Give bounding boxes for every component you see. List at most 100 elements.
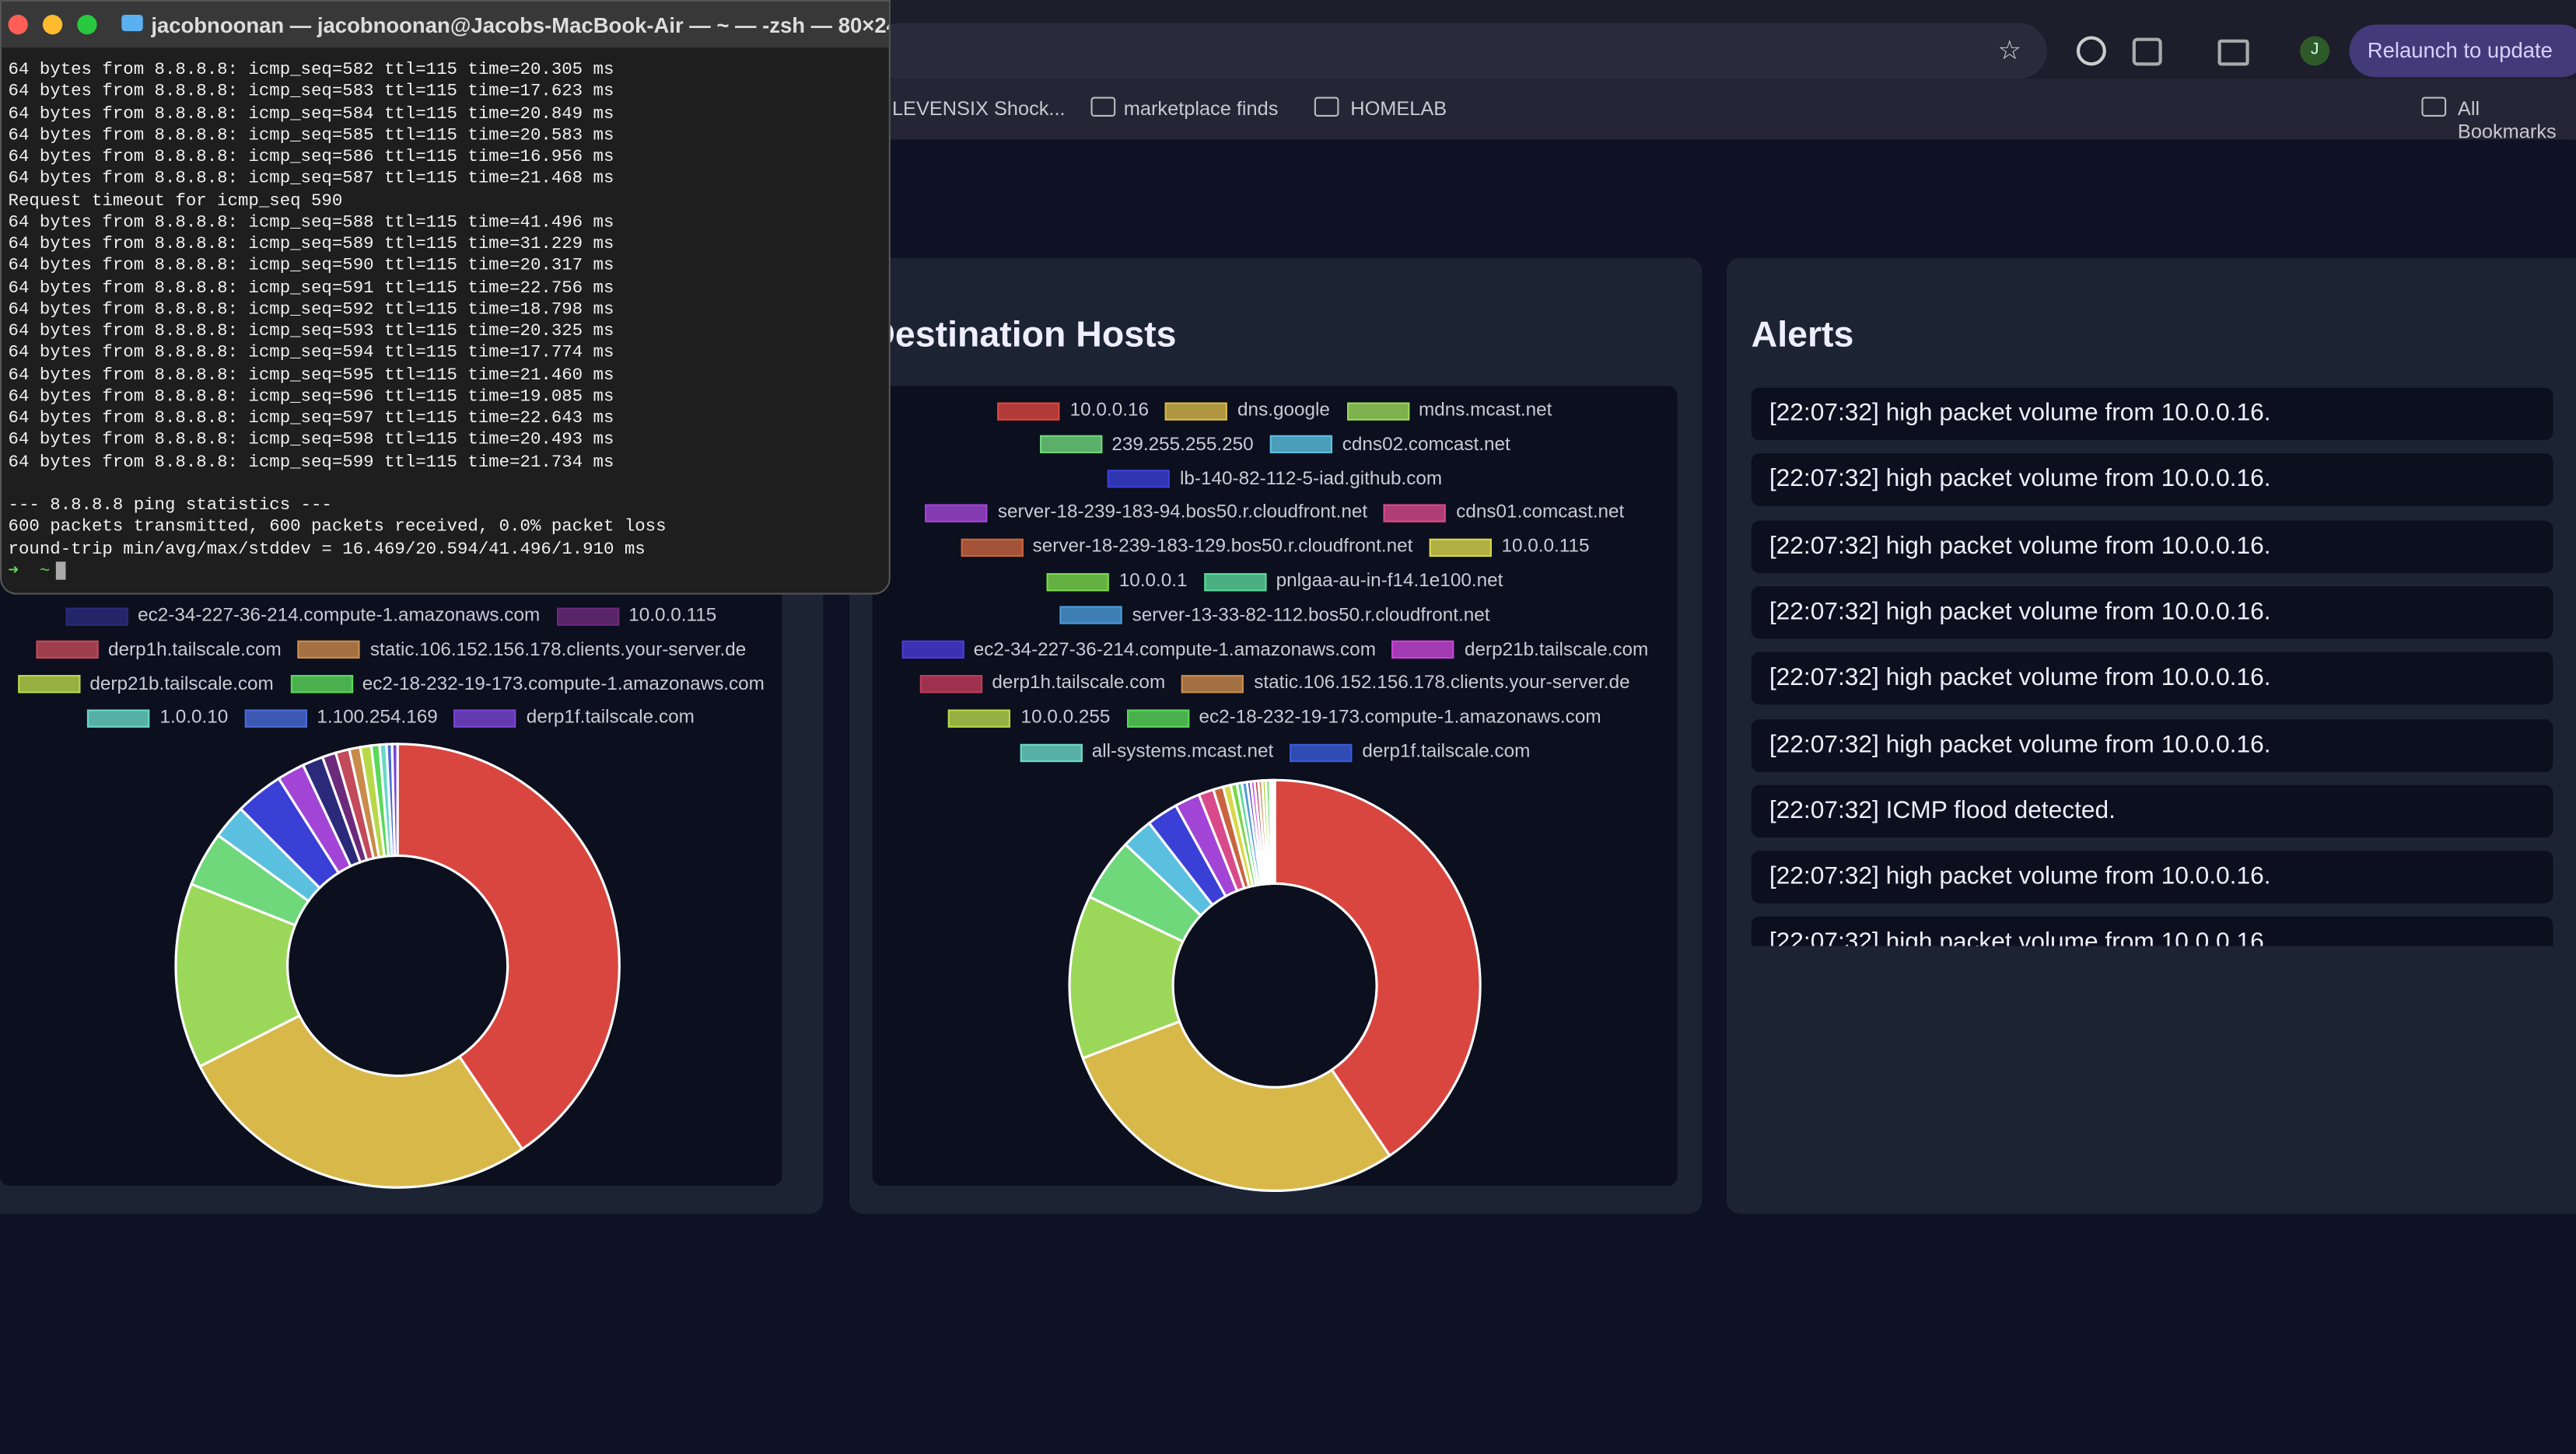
address-bar[interactable] xyxy=(870,23,2047,79)
folder-icon xyxy=(1090,96,1116,117)
terminal-line: 64 bytes from 8.8.8.8: icmp_seq=586 ttl=… xyxy=(8,148,614,168)
cursor xyxy=(56,561,67,580)
legend-swatch xyxy=(901,640,964,659)
terminal-line: 64 bytes from 8.8.8.8: icmp_seq=583 ttl=… xyxy=(8,82,614,103)
zoom-button[interactable] xyxy=(77,15,97,35)
terminal-window: jacobnoonan — jacobnoonan@Jacobs-MacBook… xyxy=(0,0,891,595)
alert-item: [22:07:32] high packet volume from 10.0.… xyxy=(1751,585,2553,639)
legend-item: derp1h.tailscale.com xyxy=(919,674,1165,694)
legend-item: server-18-239-183-94.bos50.r.cloudfront.… xyxy=(925,503,1367,523)
legend-swatch xyxy=(1039,435,1102,454)
terminal-line: 64 bytes from 8.8.8.8: icmp_seq=590 ttl=… xyxy=(8,257,614,277)
legend-swatch xyxy=(65,606,128,625)
legend-row: 10.0.0.16 dns.google mdns.mcast.net xyxy=(873,399,1678,422)
legend-label: 10.0.0.115 xyxy=(628,606,717,626)
legend-item: server-13-33-82-112.bos50.r.cloudfront.n… xyxy=(1059,605,1490,626)
alert-item: [22:07:32] high packet volume from 10.0.… xyxy=(1751,453,2553,507)
legend-label: 239.255.255.250 xyxy=(1111,435,1254,455)
legend-swatch xyxy=(1181,674,1244,694)
star-icon[interactable]: ☆ xyxy=(1997,37,2021,66)
legend-swatch xyxy=(297,641,361,659)
legend-label: ec2-18-232-19-173.compute-1.amazonaws.co… xyxy=(362,674,765,694)
legend-swatch xyxy=(1429,538,1492,557)
legend-swatch xyxy=(1384,504,1447,523)
legend-swatch xyxy=(1019,743,1083,762)
legend-item: ec2-34-227-36-214.compute-1.amazonaws.co… xyxy=(65,606,541,626)
legend-swatch xyxy=(919,674,982,694)
legend-row: all-systems.mcast.net derp1f.tailscale.co… xyxy=(873,741,1678,764)
legend-label: 1.100.254.169 xyxy=(317,708,438,729)
legend-swatch xyxy=(1165,401,1228,420)
legend-swatch xyxy=(997,401,1060,420)
legend-row: 1.0.0.10 1.100.254.169 derp1f.tailscale.co… xyxy=(0,707,782,730)
bookmark[interactable]: LEVENSIX Shock... xyxy=(891,96,1066,121)
folder-icon xyxy=(1314,96,1339,117)
terminal-line: 64 bytes from 8.8.8.8: icmp_seq=596 ttl=… xyxy=(8,386,614,407)
legend-item: lb-140-82-112-5-iad.github.com xyxy=(1108,469,1442,489)
avatar[interactable]: J xyxy=(2300,36,2330,66)
donut-slice xyxy=(198,1014,524,1189)
legend-item: derp21b.tailscale.com xyxy=(17,674,274,694)
legend-row: server-18-239-183-94.bos50.r.cloudfront.… xyxy=(873,502,1678,525)
bookmark[interactable]: marketplace finds xyxy=(1123,96,1279,121)
terminal-output: 64 bytes from 8.8.8.8: icmp_seq=582 ttl=… xyxy=(9,61,667,583)
panel: Alerts [22:07:32] high packet volume fro… xyxy=(1726,257,2576,1214)
legend-swatch xyxy=(1059,606,1122,625)
terminal-line: 64 bytes from 8.8.8.8: icmp_seq=584 ttl=… xyxy=(8,104,614,124)
legend-item: all-systems.mcast.net xyxy=(1019,743,1273,762)
legend-label: static.106.152.156.178.clients.your-serv… xyxy=(1254,673,1630,694)
legend-label: server-13-33-82-112.bos50.r.cloudfront.n… xyxy=(1132,605,1490,626)
legend-row: 10.0.0.1 pnlgaa-au-in-f14.1e100.net xyxy=(873,570,1678,593)
donut-slice xyxy=(1081,1019,1391,1192)
panel-title: Alerts xyxy=(1751,313,1854,355)
terminal-line: 64 bytes from 8.8.8.8: icmp_seq=593 ttl=… xyxy=(8,321,614,342)
terminal-line: 64 bytes from 8.8.8.8: icmp_seq=587 ttl=… xyxy=(8,170,614,190)
legend-swatch xyxy=(289,675,353,694)
legend-item: static.106.152.156.178.clients.your-serv… xyxy=(1181,673,1630,694)
legend-row: 239.255.255.250 cdns02.comcast.net xyxy=(873,433,1678,456)
legend-item: 1.100.254.169 xyxy=(244,708,438,729)
legend-row: derp1h.tailscale.com static.106.152.156.1… xyxy=(0,638,782,662)
legend-swatch xyxy=(960,538,1023,557)
legend-label: derp1f.tailscale.com xyxy=(526,708,695,729)
terminal-line: 64 bytes from 8.8.8.8: icmp_seq=588 ttl=… xyxy=(8,213,614,233)
legend-item: pnlgaa-au-in-f14.1e100.net xyxy=(1203,571,1503,591)
legend-row: derp21b.tailscale.com ec2-18-232-19-173.c… xyxy=(0,673,782,696)
tab-search-icon[interactable] xyxy=(2217,39,2249,66)
legend-label: derp1h.tailscale.com xyxy=(992,673,1166,694)
panel-title: Destination Hosts xyxy=(869,313,1177,355)
folder-icon xyxy=(2421,96,2447,117)
legend-item: 10.0.0.115 xyxy=(1429,537,1590,557)
legend-item: cdns02.comcast.net xyxy=(1269,435,1510,455)
legend-swatch xyxy=(1269,435,1333,454)
folder-icon xyxy=(121,15,143,32)
legend-label: derp1f.tailscale.com xyxy=(1362,742,1531,763)
legend-item: 10.0.0.255 xyxy=(948,708,1110,728)
legend-swatch xyxy=(1392,640,1455,659)
bookmark[interactable]: HOMELAB xyxy=(1350,96,1447,121)
legend-swatch xyxy=(1290,743,1353,762)
legend-label: derp1h.tailscale.com xyxy=(108,640,282,660)
legend-label: 1.0.0.10 xyxy=(159,708,229,729)
minimize-button[interactable] xyxy=(42,15,63,35)
legend-swatch xyxy=(1046,572,1110,591)
legend-swatch xyxy=(1126,708,1189,728)
terminal-line: 600 packets transmitted, 600 packets rec… xyxy=(8,517,667,538)
terminal-prompt: ➜ ~ xyxy=(9,561,667,583)
legend-row: 10.0.0.255 ec2-18-232-19-173.compute-1.am… xyxy=(873,707,1678,730)
extension-icon[interactable] xyxy=(2076,36,2106,66)
extensions-icon[interactable] xyxy=(2132,37,2162,66)
terminal-line: 64 bytes from 8.8.8.8: icmp_seq=594 ttl=… xyxy=(8,343,614,364)
legend-item: derp21b.tailscale.com xyxy=(1392,640,1648,659)
legend-item: 1.0.0.10 xyxy=(87,708,229,729)
bookmark[interactable]: All Bookmarks xyxy=(2457,96,2557,143)
legend-item: 10.0.0.1 xyxy=(1046,571,1188,591)
terminal-line: 64 bytes from 8.8.8.8: icmp_seq=591 ttl=… xyxy=(8,278,614,299)
relaunch-button[interactable]: Relaunch to update xyxy=(2349,24,2576,78)
legend-label: ec2-34-227-36-214.compute-1.amazonaws.co… xyxy=(138,606,541,626)
donut-slice xyxy=(390,743,399,858)
close-button[interactable] xyxy=(8,15,28,35)
legend-item: 239.255.255.250 xyxy=(1039,435,1254,455)
alert-item: [22:07:32] high packet volume from 10.0.… xyxy=(1751,917,2553,946)
